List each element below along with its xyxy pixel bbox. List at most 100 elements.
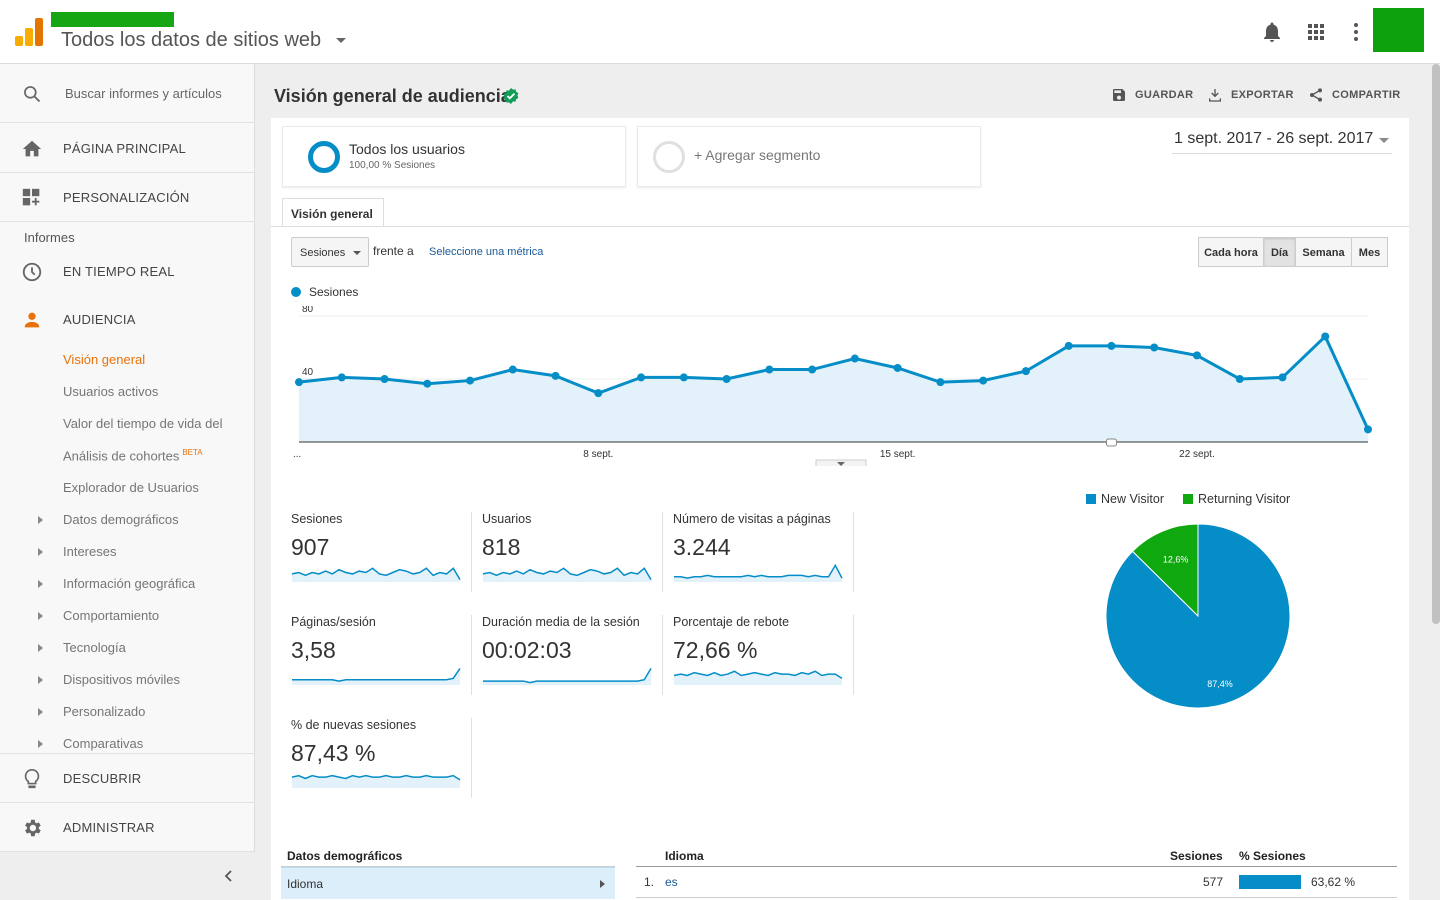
metric-select-value: Sesiones bbox=[300, 247, 346, 259]
data-point bbox=[893, 363, 902, 372]
sidebar-subitem[interactable]: Datos demográficos bbox=[63, 512, 179, 527]
chevron-right-icon bbox=[600, 880, 605, 888]
demographics-title: Datos demográficos bbox=[287, 849, 403, 863]
sidebar-item-label: DESCUBRIR bbox=[63, 771, 142, 786]
more-vert-icon[interactable] bbox=[1344, 20, 1368, 44]
granularity-day[interactable]: Día bbox=[1263, 237, 1296, 267]
stat-pages-per-session[interactable]: Páginas/sesión 3,58 bbox=[291, 615, 473, 697]
share-icon bbox=[1310, 88, 1322, 102]
analytics-logo-icon[interactable] bbox=[15, 18, 43, 46]
sidebar-item-admin[interactable]: ADMINISTRAR bbox=[0, 803, 255, 852]
share-button[interactable]: COMPARTIR bbox=[1310, 88, 1401, 102]
sidebar-subitem[interactable]: Comportamiento bbox=[63, 608, 160, 623]
data-point bbox=[765, 365, 774, 374]
expand-arrow-icon[interactable] bbox=[38, 644, 43, 652]
chevron-down-icon[interactable] bbox=[1379, 138, 1389, 143]
visitor-type-pie-chart[interactable]: 12,6% 87,4% bbox=[1103, 521, 1293, 711]
apps-grid-icon[interactable] bbox=[1304, 20, 1328, 44]
data-point bbox=[551, 371, 560, 380]
granularity-week[interactable]: Semana bbox=[1295, 237, 1352, 267]
sparkline-line bbox=[291, 567, 461, 580]
sidebar-subitem[interactable]: Información geográfica bbox=[63, 576, 196, 591]
sidebar-subitem[interactable]: Valor del tiempo de vida del bbox=[63, 416, 223, 431]
sidebar-subitem[interactable]: Usuarios activos bbox=[63, 384, 159, 399]
row-sessions: 577 bbox=[1203, 875, 1224, 889]
sidebar-subitem-label: Análisis de cohortes bbox=[63, 448, 180, 464]
expand-arrow-icon[interactable] bbox=[38, 580, 43, 588]
demographics-item-language[interactable]: Idioma bbox=[281, 867, 615, 899]
data-point bbox=[466, 376, 475, 385]
sidebar-subitem[interactable]: Dispositivos móviles bbox=[63, 672, 181, 687]
stat-label: Sesiones bbox=[291, 512, 343, 526]
select-metric-link[interactable]: Seleccione una métrica bbox=[429, 246, 544, 258]
data-point bbox=[337, 373, 346, 382]
bell-icon[interactable] bbox=[1260, 20, 1284, 44]
stat-value: 00:02:03 bbox=[482, 637, 572, 663]
sidebar-item-customization[interactable]: PERSONALIZACIÓN bbox=[0, 173, 255, 222]
sidebar-subitem[interactable]: Personalizado bbox=[63, 704, 146, 719]
date-range-picker[interactable]: 1 sept. 2017 - 26 sept. 2017 bbox=[1174, 130, 1374, 147]
sessions-line-chart[interactable]: 40 80... 8 sept. 15 sept. 22 sept. bbox=[291, 306, 1381, 466]
tab-overview[interactable]: Visión general bbox=[282, 198, 384, 227]
y-tick-label: 40 bbox=[302, 367, 314, 378]
sidebar-item-label: AUDIENCIA bbox=[63, 312, 136, 327]
account-name-redacted[interactable] bbox=[51, 12, 174, 27]
column-header-pct-sessions: % Sesiones bbox=[1239, 849, 1306, 863]
data-point bbox=[508, 365, 517, 374]
expand-arrow-icon[interactable] bbox=[38, 516, 43, 524]
sidebar-subitem[interactable]: Comparativas bbox=[63, 736, 144, 751]
sidebar-subitem[interactable]: Intereses bbox=[63, 544, 117, 559]
legend-swatch bbox=[1183, 494, 1193, 504]
property-selector[interactable]: Todos los datos de sitios web bbox=[61, 29, 322, 51]
row-language-link[interactable]: es bbox=[665, 875, 678, 889]
pie-slice-new-visitor[interactable] bbox=[1105, 523, 1291, 709]
granularity-hourly[interactable]: Cada hora bbox=[1198, 237, 1264, 267]
sparkline-line bbox=[673, 670, 843, 679]
stat-users[interactable]: Usuarios 818 bbox=[482, 512, 664, 594]
sidebar-item-audience[interactable]: AUDIENCIA bbox=[0, 295, 255, 344]
series-line bbox=[298, 333, 1370, 431]
chevron-down-icon[interactable] bbox=[336, 38, 346, 43]
stat-new-sessions[interactable]: % de nuevas sesiones 87,43 % bbox=[291, 718, 473, 800]
page-title: Visión general de audiencia bbox=[274, 86, 511, 106]
metric-select[interactable]: Sesiones bbox=[291, 237, 369, 267]
sidebar-subitem[interactable]: Visión general bbox=[63, 352, 146, 367]
stat-sessions[interactable]: Sesiones 907 bbox=[291, 512, 473, 594]
sparkline-line bbox=[483, 668, 652, 684]
page-scrollbar[interactable] bbox=[1432, 64, 1440, 624]
granularity-month[interactable]: Mes bbox=[1351, 237, 1388, 267]
pie-slice-returning-visitor[interactable] bbox=[1131, 523, 1199, 618]
sidebar-item-realtime[interactable]: EN TIEMPO REAL bbox=[0, 247, 255, 296]
data-point bbox=[423, 379, 432, 388]
sparkline-line bbox=[482, 567, 652, 580]
account-avatar-redacted[interactable] bbox=[1373, 8, 1424, 52]
expand-arrow-icon[interactable] bbox=[38, 740, 43, 748]
expand-arrow-icon[interactable] bbox=[38, 676, 43, 684]
stat-label: Usuarios bbox=[482, 512, 532, 526]
expand-arrow-icon[interactable] bbox=[38, 612, 43, 620]
data-point bbox=[380, 375, 389, 383]
verified-check-icon bbox=[503, 88, 519, 104]
save-button[interactable]: GUARDAR bbox=[1113, 89, 1193, 101]
sidebar-collapse-button[interactable] bbox=[0, 851, 255, 900]
stat-avg-duration[interactable]: Duración media de la sesión 00:02:03 bbox=[482, 615, 664, 697]
stat-value: 3.244 bbox=[673, 534, 731, 560]
data-point bbox=[1192, 351, 1201, 360]
sparkline-area bbox=[483, 568, 651, 582]
search-input[interactable]: Buscar informes y artículos bbox=[65, 86, 222, 101]
stat-bounce-rate[interactable]: Porcentaje de rebote 72,66 % bbox=[673, 615, 855, 697]
divider bbox=[636, 866, 1397, 867]
sidebar-item-discover[interactable]: DESCUBRIR bbox=[0, 754, 255, 803]
sidebar-subitem[interactable]: Tecnología bbox=[63, 640, 126, 655]
sidebar-subitem[interactable]: Explorador de Usuarios bbox=[63, 480, 199, 495]
sidebar-item-home[interactable]: PÁGINA PRINCIPAL bbox=[0, 124, 255, 173]
sidebar-subitem[interactable]: Análisis de cohortes BETA bbox=[63, 448, 203, 463]
expand-arrow-icon[interactable] bbox=[38, 548, 43, 556]
expand-arrow-icon[interactable] bbox=[38, 708, 43, 716]
export-button[interactable]: EXPORTAR bbox=[1209, 89, 1294, 102]
add-segment-button[interactable]: + Agregar segmento bbox=[637, 126, 981, 187]
stat-pageviews[interactable]: Número de visitas a páginas 3.244 bbox=[673, 512, 855, 594]
sidebar-item-label: PÁGINA PRINCIPAL bbox=[63, 141, 186, 156]
sidebar-search[interactable]: Buscar informes y artículos bbox=[0, 64, 255, 123]
segment-all-users[interactable]: Todos los usuarios 100,00 % Sesiones bbox=[282, 126, 626, 187]
